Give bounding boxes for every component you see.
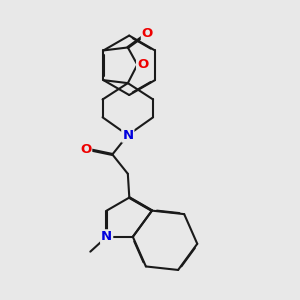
Text: O: O [142, 27, 153, 40]
Text: O: O [80, 143, 91, 156]
Text: N: N [101, 230, 112, 243]
Text: N: N [122, 129, 134, 142]
Text: O: O [137, 58, 148, 71]
